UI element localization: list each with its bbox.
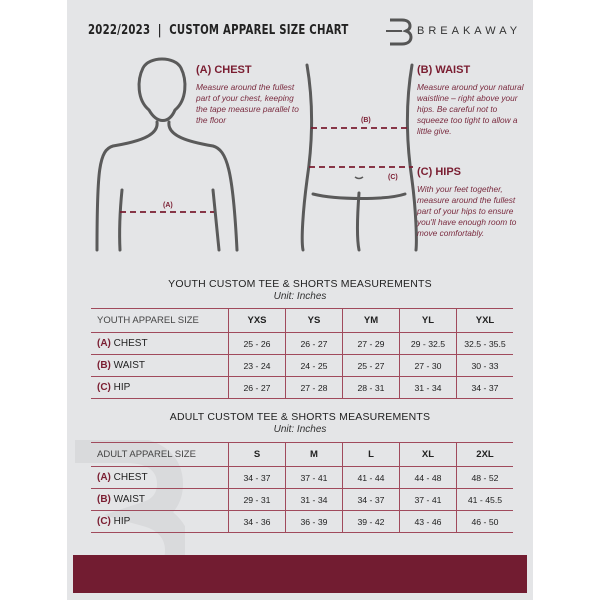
cell: 46 - 50 [456,510,513,533]
size-col: YS [285,308,343,333]
cell: 26 - 27 [228,376,286,399]
adult-unit: Unit: Inches [273,424,327,435]
cell: 29 - 32.5 [399,332,457,355]
table-row: (A) CHEST 25 - 26 26 - 27 27 - 29 29 - 3… [91,332,513,355]
adult-table-title: ADULT CUSTOM TEE & SHORTS MEASUREMENTS [169,411,431,423]
size-chart-page: 2022/2023 | CUSTOM APPAREL SIZE CHART BR… [67,0,533,600]
size-col: XL [399,442,457,467]
footer-band [73,555,527,593]
row-header: YOUTH APPAREL SIZE [91,308,229,333]
row-label: (B) WAIST [91,488,229,511]
cell: 23 - 24 [228,354,286,377]
cell: 27 - 30 [399,354,457,377]
cell: 28 - 31 [342,376,400,399]
cell: 48 - 52 [456,466,513,489]
cell: 31 - 34 [285,488,343,511]
size-col: M [285,442,343,467]
table-row: (C) HIP 26 - 27 27 - 28 28 - 31 31 - 34 … [91,376,513,399]
cell: 29 - 31 [228,488,286,511]
table-row: (A) CHEST 34 - 37 37 - 41 41 - 44 44 - 4… [91,466,513,489]
cell: 34 - 36 [228,510,286,533]
table-header-row: ADULT APPAREL SIZE S M L XL 2XL [91,442,513,467]
brand-logo-icon [386,18,413,46]
waist-heading: (B) WAIST [417,64,471,76]
cell: 41 - 44 [342,466,400,489]
adult-size-table: ADULT APPAREL SIZE S M L XL 2XL (A) CHES… [91,442,513,533]
youth-table-title: YOUTH CUSTOM TEE & SHORTS MEASUREMENTS [168,278,432,290]
cell: 30 - 33 [456,354,513,377]
cell: 37 - 41 [285,466,343,489]
table-header-row: YOUTH APPAREL SIZE YXS YS YM YL YXL [91,308,513,333]
table-row: (B) WAIST 29 - 31 31 - 34 34 - 37 37 - 4… [91,488,513,511]
chest-instructions: Measure around the fullest part of your … [196,82,299,125]
cell: 24 - 25 [285,354,343,377]
chest-marker: (A) [163,202,173,209]
cell: 34 - 37 [456,376,513,399]
cell: 36 - 39 [285,510,343,533]
row-label: (A) CHEST [91,466,229,489]
cell: 31 - 34 [399,376,457,399]
size-col: 2XL [456,442,513,467]
hips-heading: (C) HIPS [417,166,461,178]
cell: 25 - 26 [228,332,286,355]
youth-size-table: YOUTH APPAREL SIZE YXS YS YM YL YXL (A) … [91,308,513,399]
table-row: (C) HIP 34 - 36 36 - 39 39 - 42 43 - 46 … [91,510,513,533]
row-header: ADULT APPAREL SIZE [91,442,229,467]
table-row: (B) WAIST 23 - 24 24 - 25 25 - 27 27 - 3… [91,354,513,377]
cell: 43 - 46 [399,510,457,533]
chest-heading: (A) CHEST [196,64,252,76]
cell: 34 - 37 [342,488,400,511]
cell: 34 - 37 [228,466,286,489]
brand-name: BREAKAWAY [417,25,522,37]
cell: 27 - 28 [285,376,343,399]
cell: 27 - 29 [342,332,400,355]
hips-marker: (C) [388,174,398,181]
waist-marker: (B) [361,117,371,124]
body-figures-illustration: (A) (B) (C) [95,57,418,252]
cell: 41 - 45.5 [456,488,513,511]
page-title: 2022/2023 | CUSTOM APPAREL SIZE CHART [88,23,349,38]
size-col: YM [342,308,400,333]
cell: 44 - 48 [399,466,457,489]
youth-unit: Unit: Inches [273,291,327,302]
cell: 32.5 - 35.5 [456,332,513,355]
cell: 37 - 41 [399,488,457,511]
hips-instructions: With your feet together, measure around … [417,184,517,238]
row-label: (A) CHEST [91,332,229,355]
row-label: (C) HIP [91,510,229,533]
size-col: YL [399,308,457,333]
size-col: YXS [228,308,286,333]
size-col: L [342,442,400,467]
cell: 39 - 42 [342,510,400,533]
cell: 25 - 27 [342,354,400,377]
row-label: (C) HIP [91,376,229,399]
cell: 26 - 27 [285,332,343,355]
size-col: S [228,442,286,467]
waist-instructions: Measure around your natural waistline – … [417,82,524,136]
size-col: YXL [456,308,513,333]
row-label: (B) WAIST [91,354,229,377]
